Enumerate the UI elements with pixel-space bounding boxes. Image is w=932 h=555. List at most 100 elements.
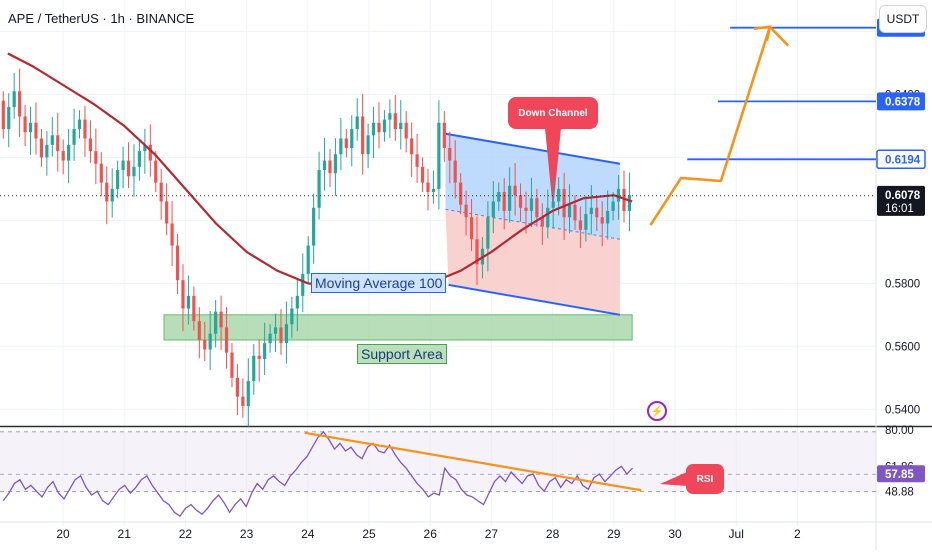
candle-body [508,185,512,211]
candle-body [344,138,348,148]
candle-body [317,170,321,208]
candle-body [235,377,240,397]
rsi-band [0,431,876,492]
candle-body [246,380,250,407]
candle-body [197,321,201,340]
currency-button[interactable]: USDT [879,5,927,33]
candle-body [45,144,49,158]
candle-body [252,355,256,381]
time-tick-label: 27 [485,527,499,541]
candle-body [175,245,180,281]
candle-body [224,327,229,353]
candle-body [295,295,299,309]
candle-body [322,160,327,170]
candle-body [502,192,506,211]
candle-body [39,138,44,158]
candle-body [192,295,196,322]
candle-body [12,91,16,108]
candle-body [181,280,185,309]
candle-body [306,245,310,274]
candle-body [132,166,136,177]
rsi-value-badge [877,465,925,483]
candle-body [622,188,626,211]
candle-body [203,340,207,350]
last-price-text: 0.6078 [885,190,921,202]
candle-body [616,188,621,202]
candle-body [23,116,27,133]
time-tick-label: Jul [729,527,744,541]
time-tick-label: 20 [56,527,70,541]
countdown-text: 16:01 [885,203,914,215]
candle-body [208,333,212,350]
candle-body [230,352,234,378]
rsi-callout-pointer [660,472,687,486]
candle-body [399,122,403,130]
candle-body [257,355,261,359]
candle-body [77,119,82,130]
rsi-level-label: 48.88 [885,486,914,498]
candle-body [442,122,446,148]
rsi-trendline [304,431,642,492]
rsi-value-text: 57.85 [885,469,914,481]
candle-body [600,217,604,224]
candle-body [241,396,245,407]
candle-body [475,239,479,265]
candle-body [105,182,109,202]
candle-body [404,122,408,139]
candle-body [567,204,572,218]
candle-body [34,122,38,139]
candle-body [61,151,65,161]
projection-path [649,25,790,226]
candle-body [301,273,305,296]
currency-label: USDT [886,12,920,26]
candle-body [393,113,397,130]
candle-body [578,220,583,230]
time-tick-label: 30 [668,527,682,541]
candle-body [290,308,294,325]
candle-body [328,160,332,174]
candle-body [18,91,22,117]
candle-body [415,154,419,167]
lightning-alert-icon[interactable]: ⚡ [647,401,667,421]
candle-body [165,201,169,224]
support-area-label: Support Area [357,344,447,364]
candle-body [420,166,425,183]
projection-arrowhead [753,25,772,42]
time-tick-label: 26 [424,527,438,541]
time-tick-label: 29 [607,527,621,541]
candle-body [83,119,87,139]
candle-body [513,185,517,196]
candle-body [312,207,316,246]
candle-body [333,154,338,174]
time-tick-label: 2 [794,527,801,541]
candle-body [355,116,359,130]
candle-body [529,198,534,211]
candle-body [464,204,468,218]
candle-body [431,188,436,193]
candle-body [388,113,392,120]
candle-body [562,188,566,218]
candle-body [453,160,457,183]
candle-body [137,151,142,167]
candle-body [7,107,11,130]
price-tick-label: 0.5600 [885,341,920,353]
candle-body [595,207,599,218]
down-channel-label: Down Channel [518,107,588,119]
candle-body [116,170,120,189]
candle-body [219,311,223,328]
candle-body [273,327,278,334]
candle-body [99,163,103,183]
candle-body [573,204,577,221]
candle-body [535,198,539,218]
candle-body [546,207,550,227]
candle-body [448,147,452,161]
candle-body [350,129,354,148]
rsi-line [2,430,633,517]
candle-body [486,217,490,249]
candle-body [377,122,381,133]
candle-body [159,182,163,202]
candle-body [584,214,588,230]
candle-body [382,119,387,133]
